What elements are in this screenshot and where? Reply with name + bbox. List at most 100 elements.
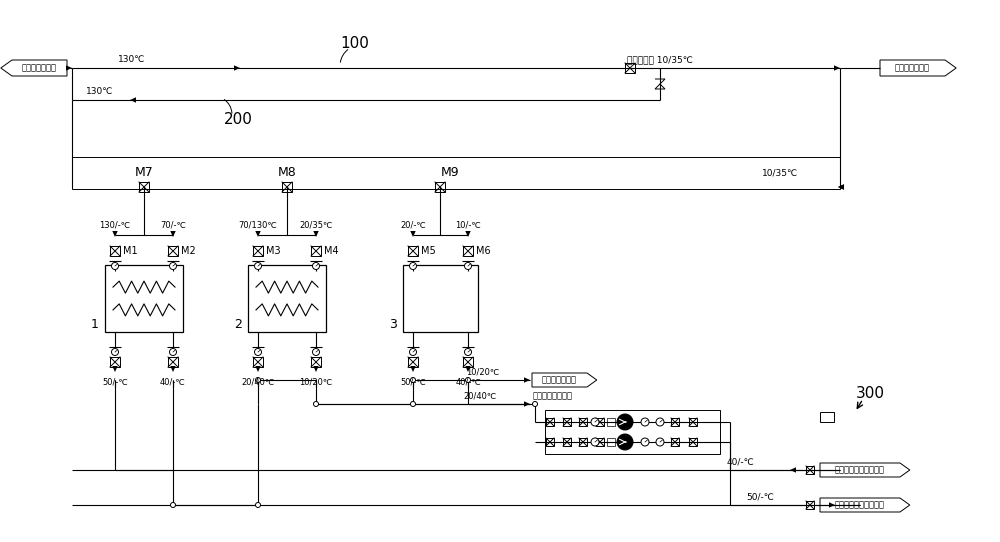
Circle shape <box>591 418 599 426</box>
Bar <box>671 438 679 446</box>
Bar <box>596 438 604 446</box>
Bar <box>806 466 814 474</box>
Polygon shape <box>112 231 118 237</box>
Polygon shape <box>66 65 72 70</box>
Circle shape <box>254 262 262 269</box>
Bar <box>408 357 418 367</box>
Text: 接至除氧器补水管: 接至除氧器补水管 <box>533 391 573 401</box>
Text: 50/-℃: 50/-℃ <box>746 493 774 501</box>
Text: 3: 3 <box>389 318 397 331</box>
Polygon shape <box>130 98 136 102</box>
Text: 40/-℃: 40/-℃ <box>160 377 186 386</box>
Circle shape <box>411 377 416 383</box>
Circle shape <box>641 438 649 446</box>
Bar <box>689 438 697 446</box>
Text: 10/-℃: 10/-℃ <box>455 221 481 229</box>
Bar <box>563 418 571 426</box>
Circle shape <box>312 262 320 269</box>
Text: 300: 300 <box>856 386 885 402</box>
Bar <box>408 246 418 256</box>
Polygon shape <box>112 366 118 372</box>
Text: 40/-℃: 40/-℃ <box>455 377 481 386</box>
Polygon shape <box>838 184 844 190</box>
Bar <box>607 418 615 426</box>
Bar <box>546 438 554 446</box>
Circle shape <box>464 262 472 269</box>
Text: M2: M2 <box>181 246 196 256</box>
Polygon shape <box>829 502 835 508</box>
Polygon shape <box>838 184 844 190</box>
Polygon shape <box>524 377 530 383</box>
Text: 连排水母管 10/35℃: 连排水母管 10/35℃ <box>627 55 693 64</box>
Text: 1: 1 <box>91 318 99 331</box>
Text: 10/35℃: 10/35℃ <box>762 169 798 177</box>
Polygon shape <box>313 231 319 237</box>
Text: 200: 200 <box>224 113 252 127</box>
Bar <box>463 246 473 256</box>
Circle shape <box>466 377 471 383</box>
Bar <box>689 418 697 426</box>
Bar <box>806 501 814 509</box>
Bar <box>546 418 554 426</box>
Polygon shape <box>465 366 471 372</box>
Circle shape <box>312 349 320 356</box>
Circle shape <box>170 262 176 269</box>
Text: 10/20℃: 10/20℃ <box>299 377 333 386</box>
Bar <box>579 418 587 426</box>
Bar <box>253 357 263 367</box>
Circle shape <box>112 262 119 269</box>
Text: 20/40℃: 20/40℃ <box>463 391 497 401</box>
Text: M1: M1 <box>123 246 138 256</box>
Bar <box>311 357 321 367</box>
Text: M3: M3 <box>266 246 281 256</box>
Text: 2: 2 <box>234 318 242 331</box>
Circle shape <box>410 262 416 269</box>
Text: M6: M6 <box>476 246 491 256</box>
Text: 20/35℃: 20/35℃ <box>299 221 333 229</box>
Text: 40/-℃: 40/-℃ <box>726 457 754 467</box>
Bar <box>72 157 840 189</box>
Polygon shape <box>524 401 530 406</box>
Text: 50/-℃: 50/-℃ <box>102 377 128 386</box>
Polygon shape <box>410 231 416 237</box>
Text: 接除盐水给水管: 接除盐水给水管 <box>542 376 577 384</box>
Polygon shape <box>234 65 240 70</box>
Circle shape <box>256 377 260 383</box>
Text: M8: M8 <box>278 166 296 179</box>
Polygon shape <box>170 366 176 372</box>
Polygon shape <box>790 467 796 473</box>
Circle shape <box>112 349 119 356</box>
Circle shape <box>656 438 664 446</box>
Bar <box>671 418 679 426</box>
Text: M7: M7 <box>135 166 153 179</box>
Text: 130℃: 130℃ <box>86 87 114 96</box>
Text: M5: M5 <box>421 246 436 256</box>
Polygon shape <box>834 65 840 70</box>
Polygon shape <box>410 366 416 372</box>
Text: 接宿舍楼供暖供水管道: 接宿舍楼供暖供水管道 <box>835 500 885 509</box>
Bar <box>168 246 178 256</box>
Text: 10/20℃: 10/20℃ <box>466 367 500 377</box>
Bar <box>168 357 178 367</box>
Bar <box>139 182 149 192</box>
Bar <box>253 246 263 256</box>
Polygon shape <box>313 366 319 372</box>
Text: 130/-℃: 130/-℃ <box>99 221 131 229</box>
Bar <box>820 412 834 422</box>
Text: 70/130℃: 70/130℃ <box>239 221 277 229</box>
Bar <box>607 438 615 446</box>
Text: 70/-℃: 70/-℃ <box>160 221 186 229</box>
Polygon shape <box>170 231 176 237</box>
Text: 50/-℃: 50/-℃ <box>400 377 426 386</box>
Bar <box>110 246 120 256</box>
Bar <box>563 438 571 446</box>
Circle shape <box>617 414 633 430</box>
Text: 接宿舍楼供暖回水管道: 接宿舍楼供暖回水管道 <box>835 466 885 474</box>
Circle shape <box>314 402 318 406</box>
Bar <box>105 265 183 332</box>
Circle shape <box>591 438 599 446</box>
Bar <box>311 246 321 256</box>
Circle shape <box>411 402 416 406</box>
Polygon shape <box>465 231 471 237</box>
Text: 100: 100 <box>341 35 369 50</box>
